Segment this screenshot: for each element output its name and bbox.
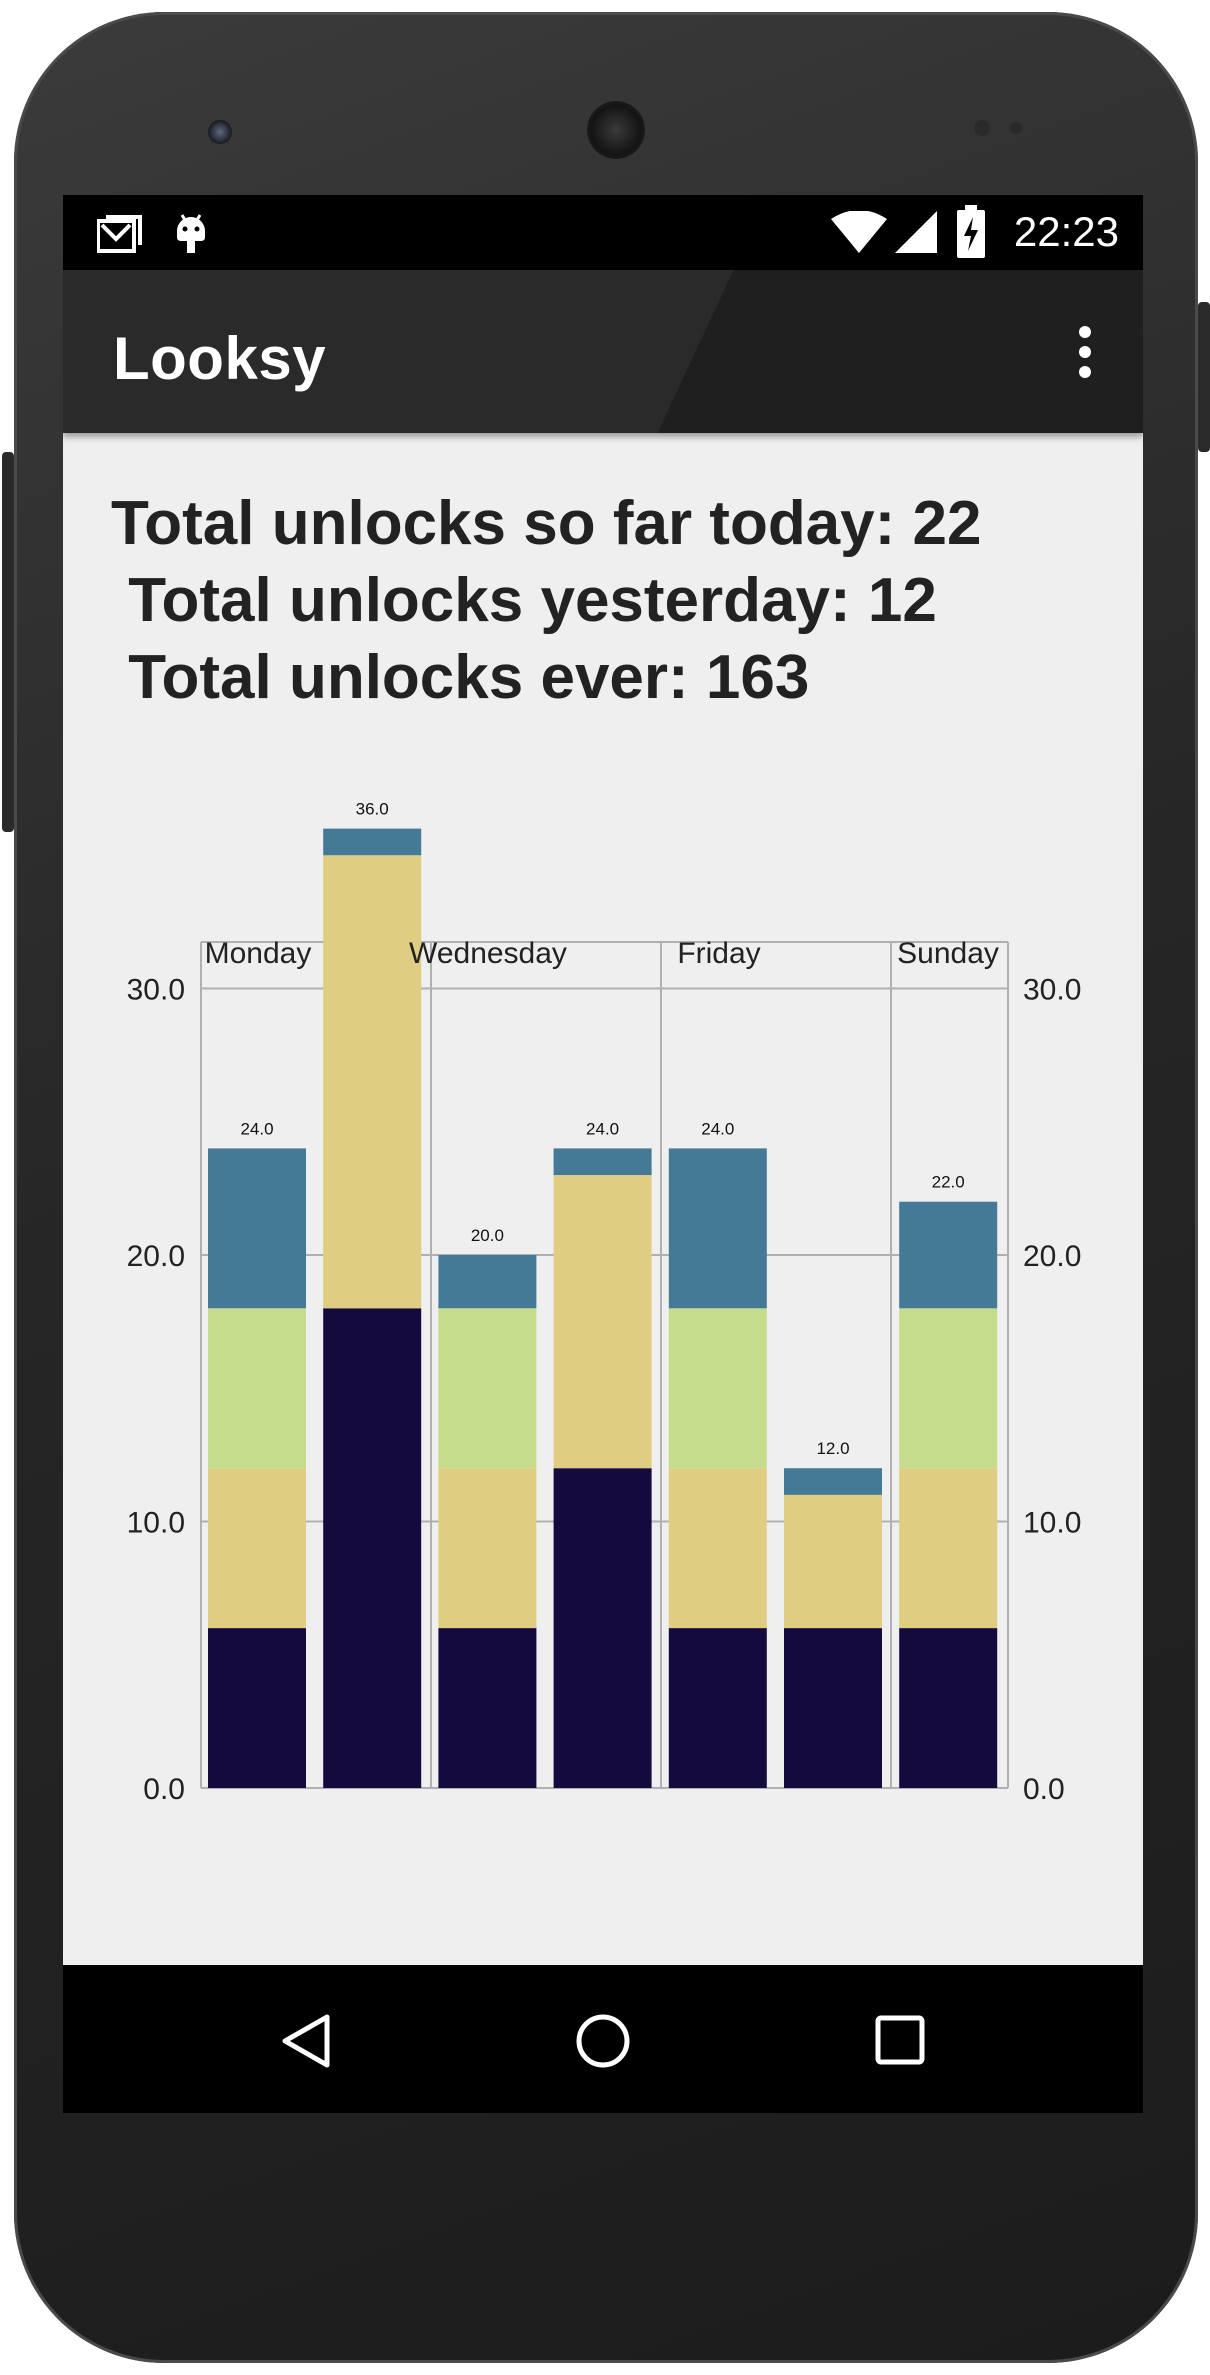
y-tick-label-right: 20.0 [1023,1240,1081,1273]
power-button [1198,302,1210,452]
bar-segment-evening [208,1148,306,1309]
y-tick-label-left: 30.0 [127,974,185,1007]
bar-segment-afternoon [208,1308,306,1469]
top-axis-label: Wednesday [409,937,567,970]
status-bar: 22:23 [63,195,1143,270]
unlocks-bar-chart: 0.0 0.0 10.0 10.0 20.0 20.0 30.0 30.0 Monday Wedn… [127,800,1082,1806]
bar-segment-morning [438,1468,537,1629]
bar-total-label: 36.0 [356,800,389,819]
bar-segment-early-morning [323,1308,422,1788]
signal-icon [895,211,937,253]
battery-charging-icon [957,205,985,258]
bar-segment-afternoon [899,1308,998,1469]
screen: 22:23 Looksy Total unlocks so far today:… [63,195,1143,2113]
top-axis-label: Monday [205,937,312,970]
bar-total-label: 22.0 [932,1173,965,1192]
earpiece-speaker [587,101,645,159]
bar-segment-early-morning [899,1628,998,1788]
stat-today: Total unlocks so far today: 22 [111,489,982,558]
bar-total-label: 12.0 [816,1439,849,1458]
status-time: 22:23 [1013,208,1119,255]
bar-segment-morning [323,855,422,1309]
bar-segment-evening [553,1148,652,1176]
bar-segment-evening [899,1201,998,1309]
gmail-icon [97,215,142,253]
y-tick-label-right: 0.0 [1023,1773,1065,1806]
y-tick-label-right: 30.0 [1023,974,1081,1007]
android-icon [177,214,205,253]
bar-segment-afternoon [438,1308,537,1469]
bar-segment-evening [784,1468,882,1495]
back-icon[interactable] [277,2011,337,2071]
y-tick-label-left: 0.0 [143,1773,185,1806]
stat-yesterday: Total unlocks yesterday: 12 [111,566,937,635]
bar-segment-evening [323,828,422,856]
bar-segment-early-morning [208,1628,306,1788]
y-tick-label-left: 20.0 [127,1240,185,1273]
bar-segment-early-morning [438,1628,537,1788]
nav-bar [63,1965,1143,2113]
top-axis-label: Friday [677,937,760,970]
wifi-icon [831,211,887,253]
bar-total-label: 24.0 [701,1119,734,1138]
light-sensor [1010,122,1022,134]
stat-ever: Total unlocks ever: 163 [111,643,810,712]
y-tick-label-left: 10.0 [127,1507,185,1540]
bar-segment-morning [784,1494,882,1629]
bar-segment-morning [553,1175,652,1469]
bar-segment-morning [668,1468,767,1629]
bar-segment-early-morning [784,1628,882,1788]
proximity-sensor [974,120,990,136]
more-vert-icon[interactable] [1079,326,1093,378]
app-title: Looksy [113,325,327,392]
app-bar: Looksy [63,270,1143,433]
home-icon[interactable] [573,2011,633,2071]
bar-total-label: 24.0 [240,1119,273,1138]
top-axis-label: Sunday [897,937,999,970]
main-content: Total unlocks so far today: 22 Total unl… [63,433,1143,1965]
volume-button [2,452,14,832]
bar-segment-evening [668,1148,767,1309]
bar-total-label: 20.0 [471,1226,504,1245]
bar-segment-afternoon [668,1308,767,1469]
front-camera [208,120,232,144]
bar-segment-morning [899,1468,998,1629]
y-tick-label-right: 10.0 [1023,1507,1081,1540]
bar-segment-early-morning [668,1628,767,1788]
recents-icon[interactable] [873,2013,929,2069]
bar-segment-morning [208,1468,306,1629]
bar-segment-evening [438,1255,537,1309]
bar-total-label: 24.0 [586,1119,619,1138]
bar-segment-early-morning [553,1468,652,1788]
